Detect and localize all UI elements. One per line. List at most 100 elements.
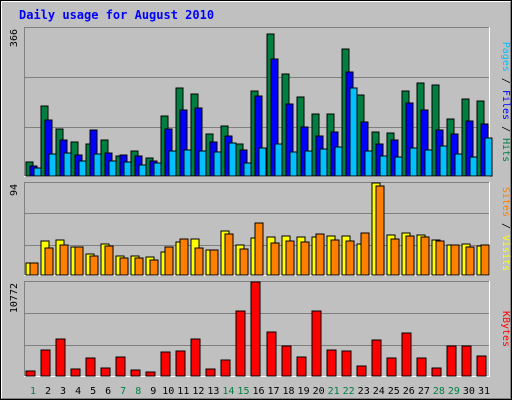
legend-kbytes: KBytes xyxy=(500,311,511,347)
bar-kbytes-day-8 xyxy=(130,369,141,377)
bar-kbytes-day-23 xyxy=(356,365,367,377)
bar-sites-day-16 xyxy=(254,222,264,276)
bar-pages-day-16 xyxy=(258,147,267,177)
bar-kbytes-day-25 xyxy=(386,357,397,377)
bar-kbytes-day-19 xyxy=(296,356,307,377)
legend-hits-files-pages: Pages / Files / Hits xyxy=(500,42,511,162)
x-tick-day-31: 31 xyxy=(478,386,490,397)
bar-kbytes-day-30 xyxy=(461,345,472,377)
x-tick-day-24: 24 xyxy=(373,386,385,397)
bar-kbytes-day-14 xyxy=(220,359,231,377)
bar-sites-day-6 xyxy=(104,245,114,276)
bar-pages-day-2 xyxy=(48,153,57,177)
bar-pages-day-21 xyxy=(334,146,343,177)
bar-kbytes-day-15 xyxy=(235,310,246,377)
bar-pages-day-27 xyxy=(424,149,433,177)
bar-sites-day-29 xyxy=(450,244,460,276)
bar-kbytes-day-17 xyxy=(266,331,277,377)
x-tick-day-15: 15 xyxy=(237,386,249,397)
bar-sites-day-20 xyxy=(315,233,325,276)
x-tick-day-6: 6 xyxy=(105,386,111,397)
x-tick-day-4: 4 xyxy=(75,386,81,397)
x-tick-day-7: 7 xyxy=(120,386,126,397)
bar-pages-day-25 xyxy=(394,156,403,177)
bar-pages-day-14 xyxy=(228,142,237,177)
bar-sites-day-14 xyxy=(224,233,234,276)
bar-kbytes-day-20 xyxy=(311,310,322,377)
bar-kbytes-day-22 xyxy=(341,350,352,377)
x-tick-day-9: 9 xyxy=(150,386,156,397)
bar-kbytes-day-13 xyxy=(205,368,216,377)
x-tick-day-5: 5 xyxy=(90,386,96,397)
panel-kbytes: 10772 KBytes xyxy=(9,281,511,377)
bar-kbytes-day-6 xyxy=(100,367,111,377)
bar-pages-day-22 xyxy=(349,87,358,177)
x-tick-day-14: 14 xyxy=(222,386,234,397)
x-tick-day-16: 16 xyxy=(252,386,264,397)
x-tick-day-11: 11 xyxy=(177,386,189,397)
x-tick-day-30: 30 xyxy=(463,386,475,397)
bar-sites-day-4 xyxy=(74,246,84,276)
panel-hits-files-pages: 366 Pages / Files / Hits xyxy=(9,27,511,177)
legend-sites: Sites xyxy=(500,187,511,217)
legend-hits: Hits xyxy=(500,138,511,162)
bar-pages-day-9 xyxy=(153,162,162,177)
bar-sites-day-30 xyxy=(465,246,475,276)
bar-kbytes-day-2 xyxy=(40,349,51,377)
bar-kbytes-day-12 xyxy=(190,338,201,377)
panel-visits-sites: 94 Sites / Visits xyxy=(9,182,511,276)
bar-sites-day-7 xyxy=(119,257,129,276)
bar-sites-day-9 xyxy=(149,259,159,276)
x-tick-day-3: 3 xyxy=(60,386,66,397)
x-tick-day-23: 23 xyxy=(358,386,370,397)
x-tick-day-21: 21 xyxy=(328,386,340,397)
bar-sites-day-21 xyxy=(330,239,340,276)
bar-sites-day-1 xyxy=(29,262,39,276)
bar-pages-day-7 xyxy=(123,161,132,177)
x-tick-day-22: 22 xyxy=(343,386,355,397)
bar-kbytes-day-29 xyxy=(446,345,457,377)
bar-pages-day-15 xyxy=(243,162,252,177)
bar-kbytes-day-27 xyxy=(416,357,427,377)
x-tick-day-26: 26 xyxy=(403,386,415,397)
bar-sites-day-31 xyxy=(480,244,490,276)
bar-kbytes-day-21 xyxy=(326,349,337,377)
bar-sites-day-15 xyxy=(239,248,249,276)
bar-pages-day-31 xyxy=(484,137,493,177)
bar-pages-day-11 xyxy=(183,149,192,177)
x-tick-day-28: 28 xyxy=(433,386,445,397)
bar-pages-day-17 xyxy=(274,143,283,177)
x-tick-day-19: 19 xyxy=(298,386,310,397)
bar-kbytes-day-31 xyxy=(476,355,487,377)
bar-pages-day-5 xyxy=(93,153,102,177)
bar-pages-day-12 xyxy=(198,150,207,177)
legend-files: Files xyxy=(500,90,511,120)
bar-pages-day-18 xyxy=(289,151,298,177)
bar-sites-day-18 xyxy=(285,240,295,276)
bar-sites-day-2 xyxy=(44,247,54,276)
bar-pages-day-10 xyxy=(168,150,177,177)
legend-visits: Visits xyxy=(500,235,511,271)
bar-pages-day-13 xyxy=(213,151,222,177)
legend-separator: / xyxy=(500,72,511,90)
bar-sites-day-12 xyxy=(194,247,204,276)
bar-sites-day-28 xyxy=(435,240,445,276)
bar-kbytes-day-10 xyxy=(160,351,171,377)
y-max-label: 10772 xyxy=(9,283,20,313)
bar-kbytes-day-3 xyxy=(55,338,66,377)
bar-kbytes-day-1 xyxy=(25,370,36,377)
legend-visits-sites: Sites / Visits xyxy=(500,187,511,271)
bar-pages-day-3 xyxy=(63,152,72,177)
bar-sites-day-17 xyxy=(270,242,280,276)
x-tick-day-18: 18 xyxy=(283,386,295,397)
bar-pages-day-29 xyxy=(454,153,463,177)
bar-kbytes-day-5 xyxy=(85,357,96,377)
bar-kbytes-day-28 xyxy=(431,367,442,377)
bar-sites-day-3 xyxy=(59,244,69,276)
bar-pages-day-1 xyxy=(33,167,42,177)
legend-separator: / xyxy=(500,120,511,138)
bar-kbytes-day-9 xyxy=(145,371,156,377)
bar-sites-day-22 xyxy=(345,240,355,276)
x-tick-day-10: 10 xyxy=(162,386,174,397)
bar-sites-day-5 xyxy=(89,255,99,276)
